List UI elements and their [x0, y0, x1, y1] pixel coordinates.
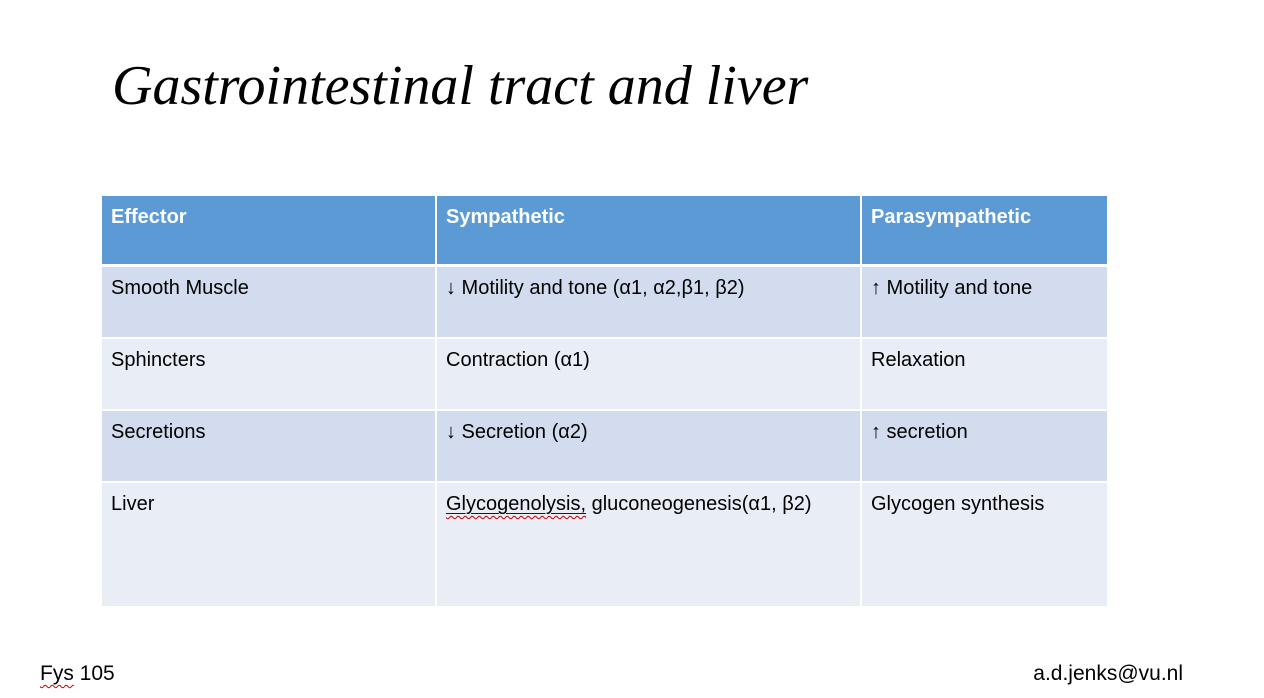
table-row-smooth-muscle: Smooth Muscle ↓ Motility and tone (α1, α… [102, 267, 1107, 339]
cell-effector: Smooth Muscle [102, 267, 437, 339]
table-row-secretions: Secretions ↓ Secretion (α2) ↑ secretion [102, 411, 1107, 483]
table-row-sphincters: Sphincters Contraction (α1) Relaxation [102, 339, 1107, 411]
cell-parasympathetic: ↑ Motility and tone [862, 267, 1107, 339]
cell-parasympathetic: Relaxation [862, 339, 1107, 411]
table-row-liver: Liver Glycogenolysis, gluconeogenesis(α1… [102, 483, 1107, 606]
header-cell-parasympathetic: Parasympathetic [862, 196, 1107, 267]
footer-text: 105 [73, 662, 115, 685]
header-cell-sympathetic: Sympathetic [437, 196, 862, 267]
cell-sympathetic: ↓ Secretion (α2) [437, 411, 862, 483]
table-header-row: Effector Sympathetic Parasympathetic [102, 196, 1107, 267]
cell-effector: Secretions [102, 411, 437, 483]
cell-text: gluconeogenesis(α1, β2) [586, 493, 812, 515]
cell-sympathetic: Contraction (α1) [437, 339, 862, 411]
effector-table: Effector Sympathetic Parasympathetic Smo… [102, 196, 1107, 606]
slide-title: Gastrointestinal tract and liver [112, 55, 809, 117]
cell-sympathetic: ↓ Motility and tone (α1, α2,β1, β2) [437, 267, 862, 339]
cell-parasympathetic: ↑ secretion [862, 411, 1107, 483]
misspelled-word: Glycogenolysis, [446, 493, 587, 515]
cell-parasympathetic: Glycogen synthesis [862, 483, 1107, 606]
misspelled-word: Fys [40, 662, 74, 685]
cell-effector: Sphincters [102, 339, 437, 411]
footer-course-code: Fys 105 [40, 661, 115, 686]
cell-effector: Liver [102, 483, 437, 606]
cell-sympathetic: Glycogenolysis, gluconeogenesis(α1, β2) [437, 483, 862, 606]
header-cell-effector: Effector [102, 196, 437, 267]
footer-email: a.d.jenks@vu.nl [1033, 662, 1183, 685]
